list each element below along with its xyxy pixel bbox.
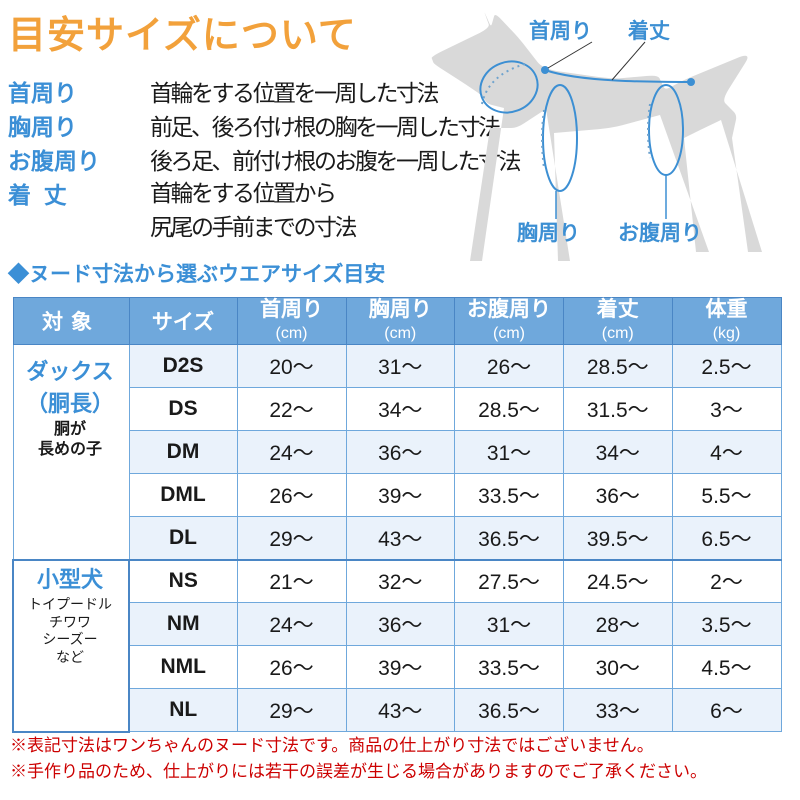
svg-text:胸周り: 胸周り [517,221,580,245]
svg-text:お腹周り: お腹周り [618,221,702,245]
svg-text:着丈: 着丈 [627,19,670,43]
svg-text:首周り: 首周り [529,19,592,43]
